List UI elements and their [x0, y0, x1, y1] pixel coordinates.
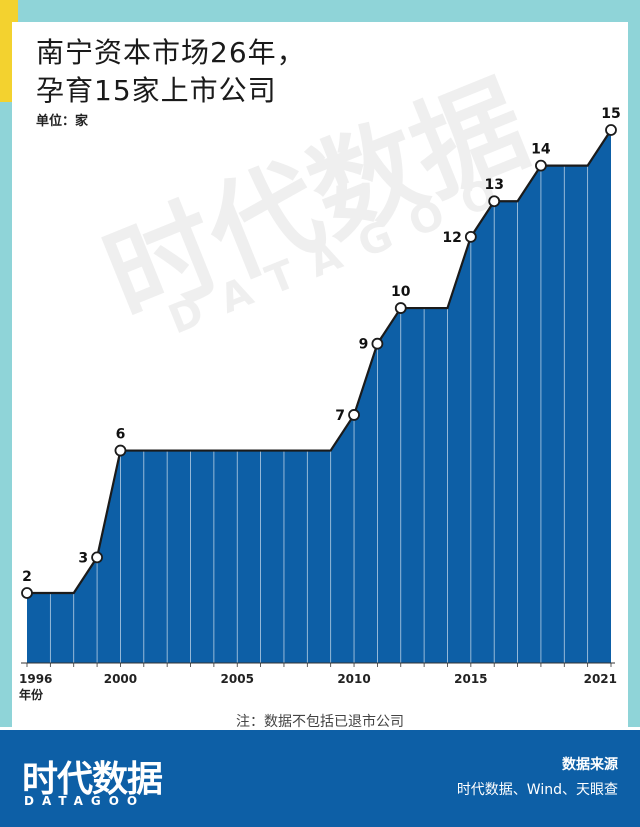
data-point-marker	[535, 159, 547, 172]
chart-svg: 1996 2000 2005 2010 2015 2021 年份 2 3 6 7 9 10 12 13 14 1…	[19, 106, 621, 702]
x-tick-label: 2015	[454, 672, 487, 686]
data-point-marker	[464, 230, 477, 243]
data-label: 12	[442, 230, 461, 246]
data-label: 15	[601, 106, 620, 122]
data-point-marker	[348, 409, 360, 421]
source-text: 时代数据、Wind、天眼查	[456, 782, 618, 798]
data-point-marker	[371, 337, 384, 350]
chart-title: 南宁资本市场26年， 孕育15家上市公司	[36, 34, 306, 110]
left-frame-cyan	[0, 102, 12, 727]
chart-title-line1: 南宁资本市场26年，	[36, 36, 306, 69]
right-frame-bar	[628, 22, 640, 727]
data-label: 14	[531, 142, 551, 158]
footnote: 注：数据不包括已退市公司	[236, 714, 404, 730]
brand-logo-cn: 时代数据	[22, 759, 163, 800]
data-point-marker	[394, 302, 407, 314]
data-label: 7	[335, 408, 345, 424]
x-tick-label: 2010	[337, 672, 370, 686]
x-tick-label: 2005	[221, 672, 254, 686]
data-label: 10	[391, 284, 411, 300]
left-frame-bar	[0, 22, 12, 727]
left-frame-yellow	[0, 22, 12, 102]
data-label: 9	[359, 337, 369, 353]
data-point-marker	[605, 124, 617, 136]
data-label: 2	[22, 569, 32, 585]
footer: 时代数据 DATAGOO 数据来源 时代数据、Wind、天眼查	[0, 730, 640, 827]
data-label: 6	[116, 427, 126, 443]
top-frame-bar	[0, 0, 640, 22]
brand-logo-en: DATAGOO	[24, 794, 146, 808]
top-frame-yellow	[0, 0, 18, 22]
data-point-marker	[114, 444, 127, 457]
unit-label: 单位：家	[36, 114, 89, 129]
data-point-marker	[488, 195, 501, 208]
top-frame-cyan	[18, 0, 640, 22]
source-title: 数据来源	[562, 757, 618, 773]
area-fill	[27, 130, 611, 663]
x-axis-label: 年份	[19, 687, 44, 702]
data-point-marker	[21, 587, 33, 599]
data-label: 13	[484, 177, 503, 193]
data-point-marker	[91, 551, 103, 564]
data-label: 3	[78, 550, 88, 566]
chart-title-line2: 孕育15家上市公司	[36, 74, 277, 107]
x-tick-label: 1996	[19, 672, 52, 686]
x-tick-label: 2021	[584, 672, 617, 686]
x-tick-label: 2000	[104, 672, 137, 686]
